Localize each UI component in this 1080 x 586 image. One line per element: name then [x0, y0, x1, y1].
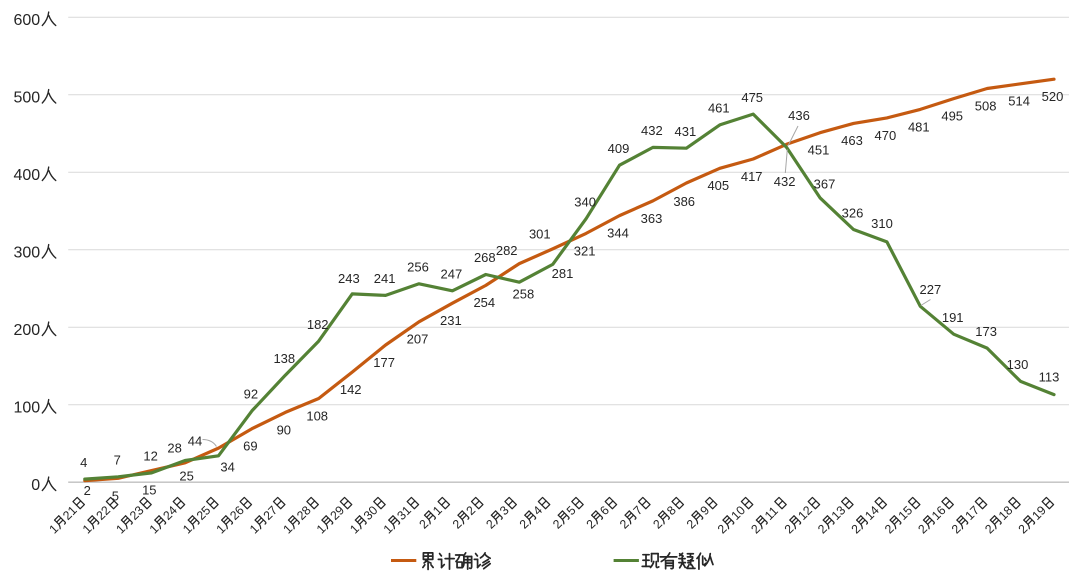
svg-text:321: 321	[574, 243, 596, 258]
svg-text:310: 310	[871, 216, 893, 231]
svg-text:386: 386	[673, 194, 695, 209]
svg-text:405: 405	[707, 178, 729, 193]
svg-text:207: 207	[407, 332, 429, 347]
svg-text:400: 400	[13, 167, 40, 184]
svg-text:5: 5	[112, 489, 119, 504]
svg-text:256: 256	[407, 260, 429, 275]
svg-text:432: 432	[641, 123, 663, 138]
svg-text:0: 0	[31, 477, 40, 494]
svg-text:363: 363	[641, 211, 663, 226]
svg-text:254: 254	[473, 295, 495, 310]
svg-text:15: 15	[142, 483, 156, 498]
svg-text:130: 130	[1007, 357, 1029, 372]
svg-text:247: 247	[441, 267, 463, 282]
svg-text:243: 243	[338, 271, 360, 286]
svg-text:34: 34	[220, 460, 234, 475]
svg-text:182: 182	[307, 317, 329, 332]
svg-text:500: 500	[13, 90, 40, 107]
svg-text:300: 300	[13, 245, 40, 262]
svg-text:600: 600	[13, 12, 40, 29]
svg-text:281: 281	[552, 266, 574, 281]
svg-text:326: 326	[842, 205, 864, 220]
svg-text:12: 12	[143, 449, 157, 464]
svg-text:231: 231	[440, 313, 462, 328]
svg-text:191: 191	[942, 310, 964, 325]
svg-text:481: 481	[908, 119, 930, 134]
svg-text:92: 92	[244, 387, 258, 402]
svg-text:138: 138	[273, 351, 295, 366]
svg-text:69: 69	[243, 439, 257, 454]
svg-text:520: 520	[1042, 89, 1064, 104]
svg-text:344: 344	[607, 225, 629, 240]
svg-text:28: 28	[167, 440, 181, 455]
svg-text:470: 470	[875, 128, 897, 143]
svg-text:495: 495	[941, 108, 963, 123]
svg-text:173: 173	[975, 324, 997, 339]
svg-text:451: 451	[808, 143, 830, 158]
svg-text:113: 113	[1039, 370, 1060, 385]
svg-text:463: 463	[841, 133, 863, 148]
svg-text:90: 90	[277, 422, 291, 437]
svg-text:301: 301	[529, 227, 551, 242]
svg-text:268: 268	[474, 250, 496, 265]
svg-text:2: 2	[84, 483, 91, 498]
svg-text:200: 200	[13, 322, 40, 339]
svg-text:409: 409	[608, 141, 630, 156]
svg-text:417: 417	[741, 169, 763, 184]
svg-text:436: 436	[788, 108, 810, 123]
svg-text:7: 7	[114, 453, 121, 468]
svg-text:142: 142	[340, 382, 362, 397]
svg-text:475: 475	[741, 90, 763, 105]
svg-text:177: 177	[373, 355, 395, 370]
svg-text:44: 44	[188, 434, 202, 449]
svg-text:241: 241	[374, 271, 396, 286]
svg-text:25: 25	[179, 468, 193, 483]
svg-text:514: 514	[1008, 94, 1030, 109]
svg-text:367: 367	[814, 176, 836, 191]
svg-text:432: 432	[774, 174, 796, 189]
svg-text:4: 4	[80, 455, 87, 470]
svg-text:100: 100	[13, 400, 40, 417]
svg-text:461: 461	[708, 101, 730, 116]
svg-text:108: 108	[306, 408, 328, 423]
svg-text:258: 258	[513, 287, 535, 302]
svg-text:282: 282	[496, 243, 518, 258]
svg-text:227: 227	[920, 282, 942, 297]
svg-text:340: 340	[574, 194, 596, 209]
svg-text:508: 508	[975, 98, 997, 113]
svg-text:431: 431	[675, 124, 697, 139]
